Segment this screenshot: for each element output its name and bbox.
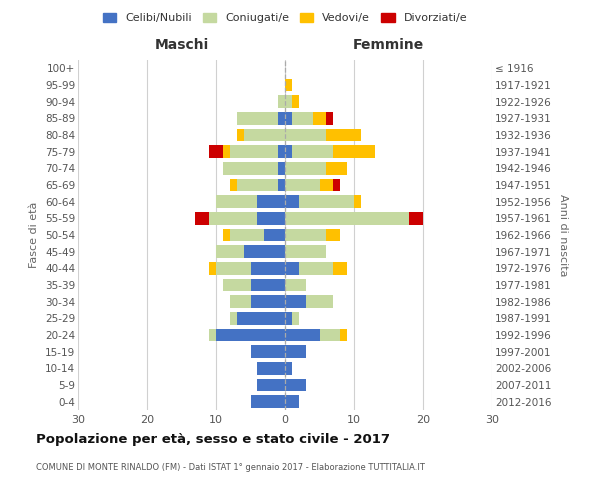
Bar bbox=[257, 196, 285, 208]
Bar bbox=[257, 212, 285, 224]
Text: Femmine: Femmine bbox=[353, 38, 424, 52]
Bar bbox=[285, 96, 292, 108]
Y-axis label: Anni di nascita: Anni di nascita bbox=[558, 194, 568, 276]
Bar bbox=[334, 262, 347, 274]
Bar bbox=[223, 279, 251, 291]
Bar bbox=[251, 346, 285, 358]
Bar bbox=[320, 329, 340, 341]
Bar bbox=[209, 329, 216, 341]
Bar bbox=[285, 262, 299, 274]
Bar bbox=[292, 96, 299, 108]
Bar bbox=[244, 246, 285, 258]
Bar bbox=[285, 196, 299, 208]
Bar bbox=[326, 112, 334, 124]
Bar bbox=[237, 312, 285, 324]
Bar bbox=[230, 179, 237, 192]
Bar bbox=[306, 296, 334, 308]
Bar bbox=[216, 196, 257, 208]
Bar bbox=[354, 196, 361, 208]
Bar bbox=[285, 362, 292, 374]
Bar bbox=[251, 296, 285, 308]
Bar bbox=[285, 162, 326, 174]
Bar bbox=[237, 179, 278, 192]
Bar bbox=[285, 179, 320, 192]
Bar bbox=[230, 296, 251, 308]
Legend: Celibi/Nubili, Coniugati/e, Vedovi/e, Divorziati/e: Celibi/Nubili, Coniugati/e, Vedovi/e, Di… bbox=[98, 8, 472, 28]
Text: Maschi: Maschi bbox=[154, 38, 209, 52]
Bar bbox=[292, 312, 299, 324]
Bar bbox=[278, 146, 285, 158]
Bar bbox=[285, 279, 306, 291]
Bar bbox=[237, 112, 278, 124]
Bar bbox=[292, 112, 313, 124]
Bar bbox=[251, 279, 285, 291]
Bar bbox=[285, 246, 326, 258]
Bar bbox=[257, 362, 285, 374]
Bar bbox=[244, 129, 285, 141]
Bar bbox=[340, 329, 347, 341]
Bar bbox=[285, 396, 299, 408]
Bar bbox=[216, 246, 244, 258]
Bar bbox=[285, 296, 306, 308]
Bar bbox=[237, 129, 244, 141]
Bar bbox=[285, 329, 320, 341]
Bar bbox=[409, 212, 423, 224]
Bar bbox=[285, 229, 326, 241]
Bar bbox=[257, 379, 285, 391]
Bar bbox=[216, 262, 251, 274]
Bar bbox=[223, 146, 230, 158]
Bar bbox=[265, 229, 285, 241]
Bar bbox=[285, 379, 306, 391]
Bar bbox=[251, 262, 285, 274]
Bar bbox=[196, 212, 209, 224]
Bar bbox=[285, 146, 292, 158]
Bar bbox=[334, 179, 340, 192]
Bar bbox=[326, 229, 340, 241]
Bar bbox=[278, 179, 285, 192]
Bar bbox=[313, 112, 326, 124]
Bar bbox=[278, 96, 285, 108]
Bar bbox=[326, 129, 361, 141]
Bar bbox=[209, 262, 216, 274]
Bar bbox=[299, 262, 334, 274]
Bar bbox=[299, 196, 354, 208]
Bar bbox=[285, 79, 292, 92]
Bar bbox=[285, 212, 409, 224]
Bar bbox=[285, 312, 292, 324]
Bar bbox=[285, 129, 326, 141]
Bar bbox=[223, 229, 230, 241]
Bar bbox=[278, 162, 285, 174]
Bar bbox=[320, 179, 334, 192]
Bar bbox=[251, 396, 285, 408]
Y-axis label: Fasce di età: Fasce di età bbox=[29, 202, 40, 268]
Bar bbox=[292, 146, 334, 158]
Bar bbox=[285, 112, 292, 124]
Bar bbox=[209, 212, 257, 224]
Bar bbox=[278, 112, 285, 124]
Bar bbox=[209, 146, 223, 158]
Bar bbox=[285, 346, 306, 358]
Text: Popolazione per età, sesso e stato civile - 2017: Popolazione per età, sesso e stato civil… bbox=[36, 432, 390, 446]
Bar bbox=[230, 229, 265, 241]
Bar bbox=[334, 146, 374, 158]
Bar bbox=[326, 162, 347, 174]
Bar bbox=[216, 329, 285, 341]
Bar bbox=[230, 312, 237, 324]
Text: COMUNE DI MONTE RINALDO (FM) - Dati ISTAT 1° gennaio 2017 - Elaborazione TUTTITA: COMUNE DI MONTE RINALDO (FM) - Dati ISTA… bbox=[36, 462, 425, 471]
Bar bbox=[230, 146, 278, 158]
Bar bbox=[223, 162, 278, 174]
